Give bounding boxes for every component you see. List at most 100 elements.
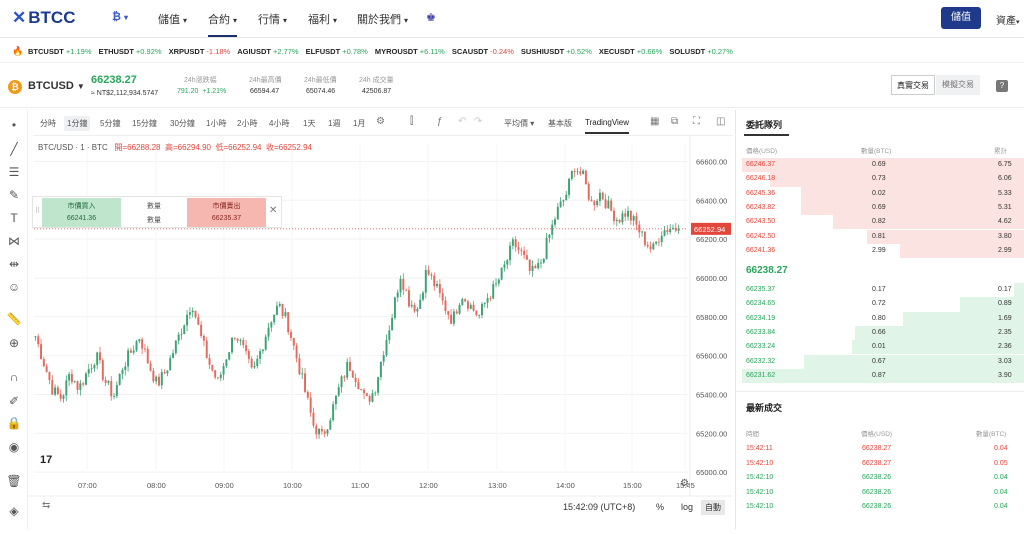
assets-menu[interactable]: 資產▾ <box>996 16 1020 27</box>
tf-1w[interactable]: 1週 <box>328 119 341 128</box>
tf-30m[interactable]: 30分鐘 <box>170 119 195 128</box>
zoom-icon[interactable]: ⊕ <box>8 336 20 350</box>
ticker-item[interactable]: XRPUSDT -1.18% <box>168 47 231 56</box>
bid-row[interactable]: 66235.37 0.17 0.17 <box>736 283 1024 298</box>
magnet-icon[interactable]: ∩ <box>9 370 19 384</box>
ticker-item[interactable]: SCAUSDT -0.24% <box>451 47 514 56</box>
log-toggle[interactable]: log <box>681 502 694 512</box>
text-icon[interactable]: T <box>10 211 18 225</box>
last-price: 66238.27 <box>91 74 137 86</box>
external-icon[interactable]: ⧉ <box>671 116 679 127</box>
candle <box>525 255 528 260</box>
basic-view-tab[interactable]: 基本版 <box>548 119 572 128</box>
ticker-item[interactable]: SOLUSDT +0.27% <box>669 47 733 56</box>
gift-icon[interactable]: ♚ <box>426 12 436 24</box>
ruler-icon[interactable]: 📏 <box>6 312 22 326</box>
bid-row[interactable]: 66231.62 0.87 3.90 <box>736 368 1024 384</box>
ask-row[interactable]: 66241.36 2.99 2.99 <box>736 243 1024 259</box>
help-icon[interactable]: ? <box>996 80 1008 92</box>
indicator-icon[interactable]: ⫿ <box>410 116 414 127</box>
bitcoin-menu-icon[interactable]: ₿ ▾ <box>112 11 128 23</box>
tradingview-tab[interactable]: TradingView <box>585 118 630 134</box>
nav-market[interactable]: 行情 ▾ <box>258 14 288 26</box>
undo-icon[interactable]: ↶ <box>458 116 467 127</box>
tf-2h[interactable]: 2小時 <box>237 119 258 128</box>
deposit-button[interactable]: 儲值 <box>941 7 981 29</box>
avg-price-select[interactable]: 平均價 ▾ <box>504 119 535 128</box>
ticker-item[interactable]: BTCUSDT +1.19% <box>28 47 92 56</box>
candle <box>618 219 621 223</box>
tf-tick[interactable]: 分時 <box>40 119 56 128</box>
measure-icon[interactable]: ⇹ <box>8 257 20 271</box>
formula-icon[interactable]: ƒ <box>437 116 443 127</box>
close-icon[interactable]: ✕ <box>269 205 278 216</box>
nav-contracts[interactable]: 合約 ▾ <box>208 11 238 37</box>
market-sell-button[interactable]: 市價賣出 66235.37 <box>187 198 266 227</box>
tf-1mo[interactable]: 1月 <box>353 119 366 128</box>
settings-icon[interactable]: ⚙ <box>376 116 385 127</box>
crosshair-icon[interactable]: • <box>11 118 17 132</box>
candle <box>554 219 556 225</box>
tf-4h[interactable]: 4小時 <box>269 119 290 128</box>
real-trade-tab[interactable]: 真實交易 <box>891 75 935 95</box>
pair-selector[interactable]: BTCUSD ▼ <box>28 80 85 92</box>
eye-icon[interactable]: ◉ <box>8 440 20 454</box>
ticker-item[interactable]: ETHUSDT +0.92% <box>98 47 162 56</box>
nav-deposit[interactable]: 儲值 ▾ <box>158 14 188 26</box>
redo-icon[interactable]: ↷ <box>474 116 483 127</box>
lock-drawing-icon[interactable]: ✐ <box>8 394 20 408</box>
chart-svg[interactable]: 66600.00 66400.00 66200.00 66000.00 65800.00… <box>28 136 733 529</box>
bid-row[interactable]: 66234.19 0.80 1.69 <box>736 311 1024 326</box>
chart-settings-icon[interactable]: ⚙ <box>680 478 689 489</box>
camera-icon[interactable]: ◫ <box>716 116 726 127</box>
quantity-field[interactable]: 數量 數量 <box>147 203 161 224</box>
price-chart[interactable]: 66600.00 66400.00 66200.00 66000.00 65800.00… <box>28 136 733 529</box>
auto-toggle[interactable]: 自動 <box>701 500 725 515</box>
ask-row[interactable]: 66246.37 0.69 6.75 <box>736 158 1024 173</box>
demo-trade-tab[interactable]: 模擬交易 <box>936 75 980 95</box>
trash-icon[interactable]: 🗑 <box>6 474 22 488</box>
candle <box>115 384 118 397</box>
lock-icon[interactable]: 🔒 <box>6 416 22 430</box>
horizontal-lines-icon[interactable]: ☰ <box>8 165 20 179</box>
tf-15m[interactable]: 15分鐘 <box>132 119 157 128</box>
bid-row[interactable]: 66233.24 0.01 2.36 <box>736 340 1024 355</box>
tf-1d[interactable]: 1天 <box>303 119 316 128</box>
compare-icon[interactable]: ⇆ <box>42 500 51 511</box>
ask-row[interactable]: 66246.18 0.73 6.06 <box>736 172 1024 187</box>
grid-icon[interactable]: ▦ <box>650 116 660 127</box>
pattern-icon[interactable]: ⋈ <box>8 234 20 248</box>
ask-row[interactable]: 66243.50 0.82 4.62 <box>736 215 1024 230</box>
bid-row[interactable]: 66233.84 0.66 2.35 <box>736 325 1024 341</box>
fullscreen-icon[interactable]: ⛶ <box>693 116 700 127</box>
ob-price: 66234.65 <box>746 300 776 308</box>
ticker-item[interactable]: MYROUSDT +6.11% <box>374 47 445 56</box>
percent-toggle[interactable]: % <box>656 502 665 512</box>
layers-icon[interactable]: ◈ <box>9 504 19 518</box>
ticker-item[interactable]: XECUSDT +0.66% <box>598 47 663 56</box>
ask-row[interactable]: 66243.82 0.69 5.31 <box>736 200 1024 216</box>
ohlc-close: 收=66252.94 <box>265 143 312 152</box>
candle <box>430 274 433 276</box>
ask-row[interactable]: 66242.50 0.81 3.80 <box>736 229 1024 244</box>
brush-icon[interactable]: ✎ <box>8 188 20 202</box>
logo[interactable]: ✕ BTCC <box>12 8 75 28</box>
ticker-item[interactable]: ELFUSDT +0.78% <box>305 47 368 56</box>
emoji-icon[interactable]: ☺ <box>7 280 21 294</box>
bid-row[interactable]: 66232.32 0.67 3.03 <box>736 354 1024 369</box>
drag-handle-icon[interactable]: ⠿ <box>35 208 41 215</box>
nav-about[interactable]: 關於我們 ▾ <box>357 14 409 26</box>
candle <box>298 358 301 375</box>
nav-welfare[interactable]: 福利 ▾ <box>308 14 338 26</box>
tf-5m[interactable]: 5分鐘 <box>100 119 121 128</box>
bid-row[interactable]: 66234.65 0.72 0.89 <box>736 297 1024 312</box>
tf-1h[interactable]: 1小時 <box>206 119 227 128</box>
ask-row[interactable]: 66245.36 0.02 5.33 <box>736 186 1024 201</box>
ticker-item[interactable]: SUSHIUSDT +0.52% <box>520 47 592 56</box>
ob-qty: 0.87 <box>872 371 886 379</box>
trendline-icon[interactable]: ╱ <box>10 142 18 156</box>
candle <box>340 376 343 388</box>
tf-1m[interactable]: 1分鐘 <box>64 116 91 131</box>
market-buy-button[interactable]: 市價買入 66241.36 <box>42 198 121 227</box>
ticker-item[interactable]: AGIUSDT +2.77% <box>237 47 299 56</box>
